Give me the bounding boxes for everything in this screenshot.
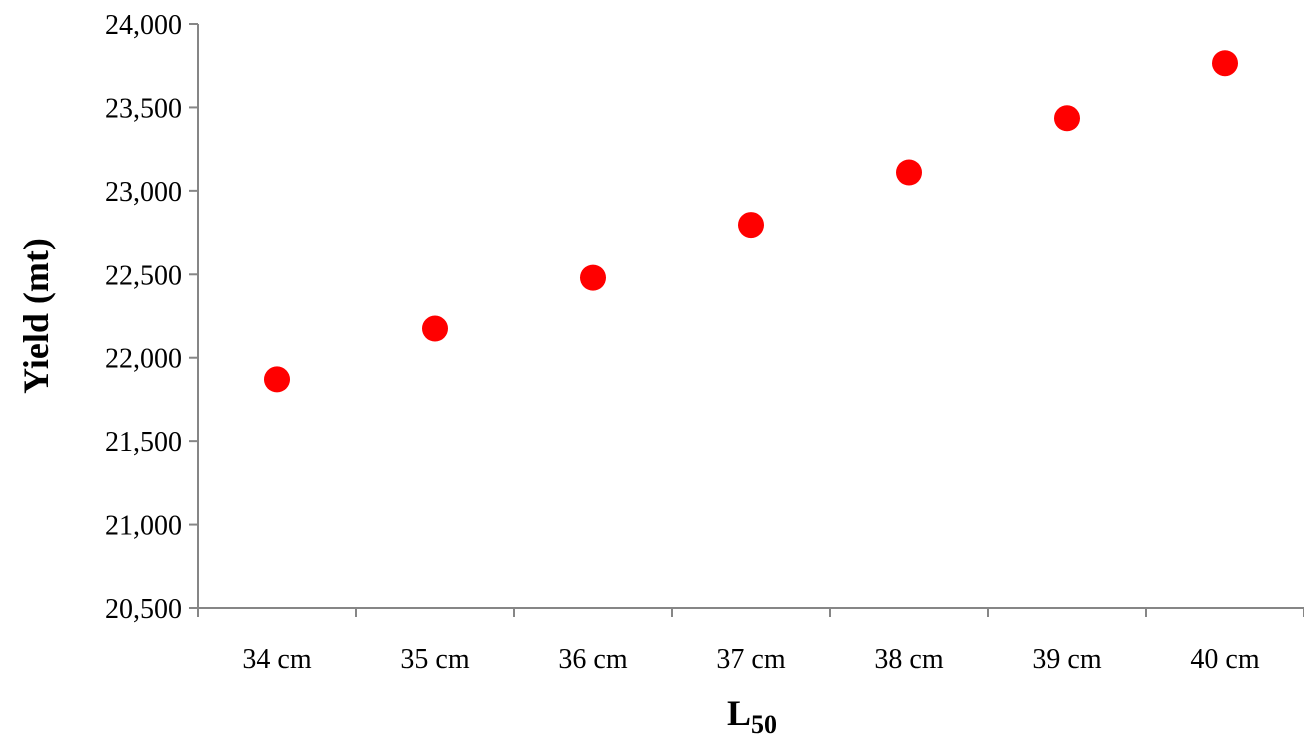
data-point <box>1212 50 1238 77</box>
y-axis-title: Yield (mt) <box>16 238 56 394</box>
x-tick-label: 34 cm <box>242 644 311 675</box>
y-tick-label: 21,000 <box>105 511 182 542</box>
x-axis-ticks: 34 cm 35 cm 36 cm 37 cm 38 cm 39 cm 40 cm <box>197 608 1304 675</box>
data-point <box>264 366 290 393</box>
x-axis-title-main: L <box>727 693 751 733</box>
data-point <box>422 315 448 342</box>
x-axis-title-subscript: 50 <box>751 710 777 739</box>
data-point <box>738 212 764 239</box>
x-tick-label: 38 cm <box>874 644 943 675</box>
y-tick-label: 20,500 <box>105 594 182 625</box>
data-point <box>580 264 606 291</box>
data-point <box>1054 105 1080 132</box>
y-axis-ticks: 20,500 21,000 21,500 22,000 22,500 23,000 23,5… <box>105 10 198 625</box>
x-tick-label: 36 cm <box>558 644 627 675</box>
y-tick-label: 24,000 <box>105 10 182 41</box>
y-tick-label: 22,000 <box>105 344 182 375</box>
data-points <box>264 50 1238 393</box>
data-point <box>896 159 922 186</box>
y-tick-label: 21,500 <box>105 427 182 458</box>
y-tick-label: 23,000 <box>105 177 182 208</box>
x-axis-title: L50 <box>727 693 777 739</box>
x-tick-label: 39 cm <box>1032 644 1101 675</box>
y-tick-label: 22,500 <box>105 260 182 291</box>
y-tick-label: 23,500 <box>105 93 182 124</box>
x-tick-label: 40 cm <box>1190 644 1259 675</box>
x-tick-label: 35 cm <box>400 644 469 675</box>
x-tick-label: 37 cm <box>716 644 785 675</box>
